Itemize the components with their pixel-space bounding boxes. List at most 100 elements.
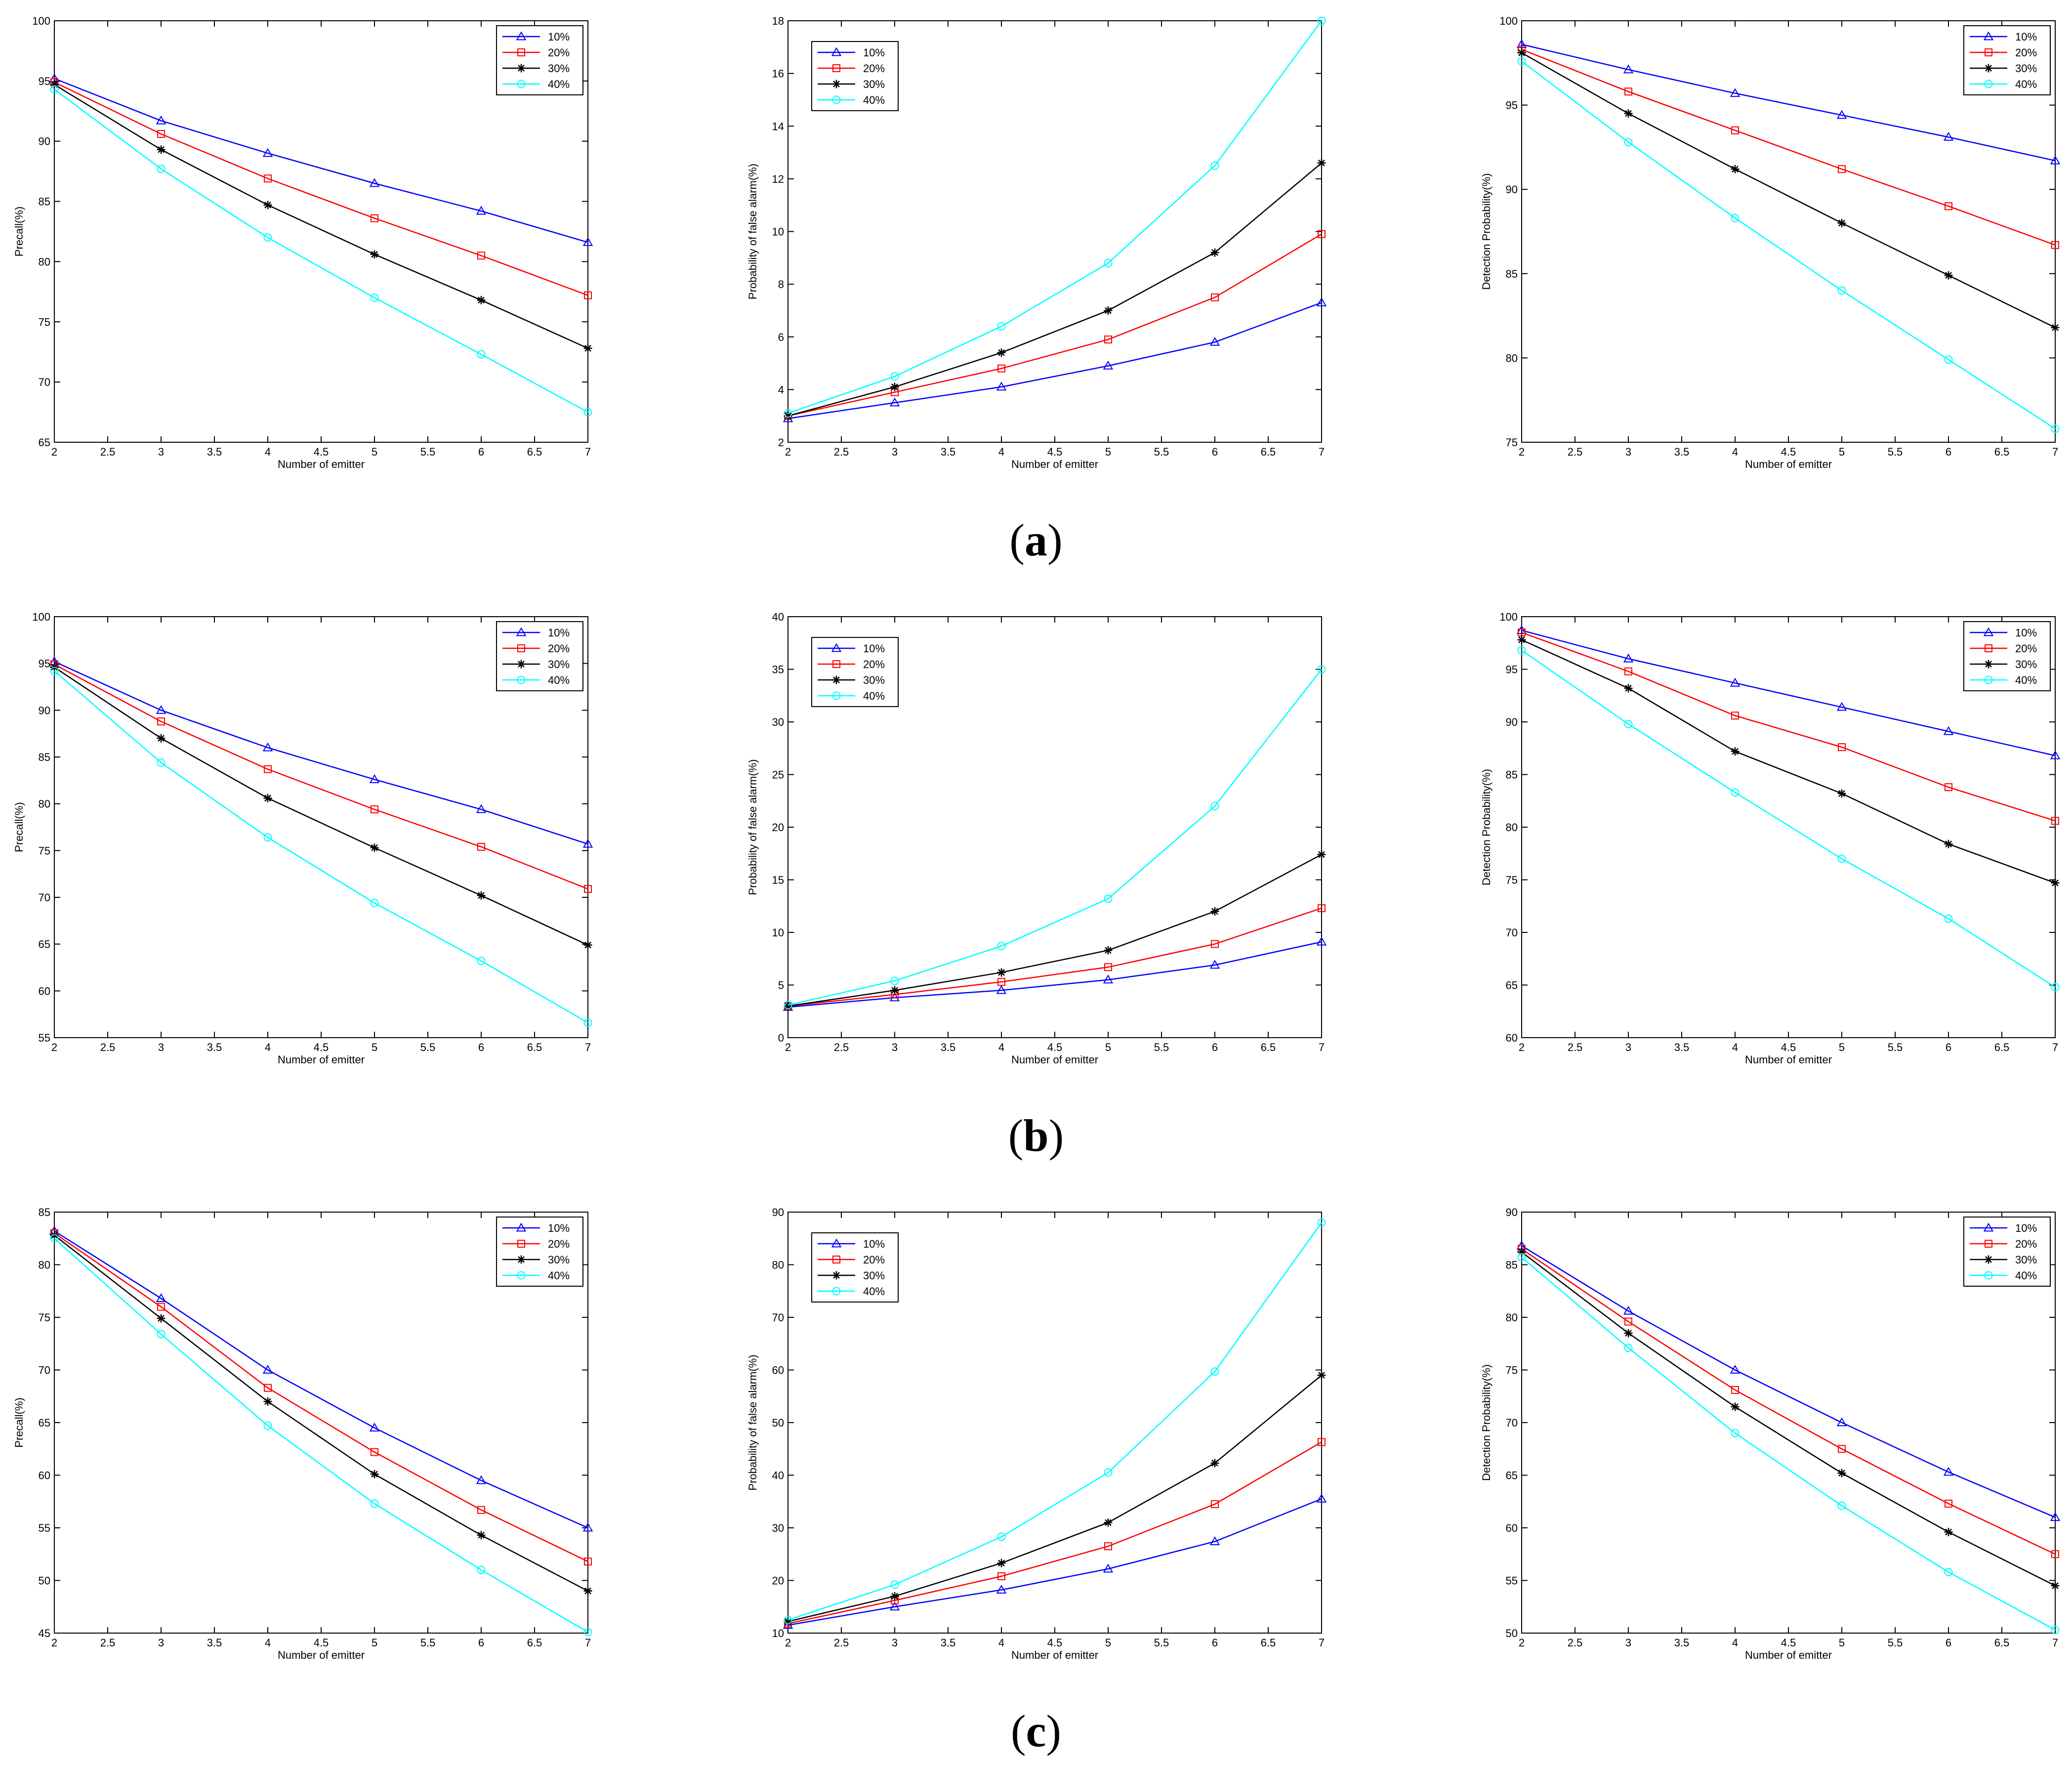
data-point: [890, 976, 899, 985]
series-line-30%: [54, 84, 588, 349]
legend-label: 40%: [2015, 674, 2037, 686]
x-tick-label: 2: [785, 446, 791, 458]
data-point: [477, 1531, 486, 1540]
data-point: [1624, 1329, 1633, 1338]
y-tick-label: 90: [39, 704, 50, 716]
data-point: [1211, 940, 1219, 948]
data-point: [1104, 894, 1113, 903]
y-tick-label: 8: [778, 278, 784, 291]
legend-marker: [832, 1271, 841, 1280]
data-point: [477, 957, 486, 966]
y-tick-label: 75: [39, 1311, 50, 1324]
y-tick-label: 100: [1499, 15, 1518, 27]
data-point: [262, 1364, 273, 1374]
data-point: [582, 237, 593, 246]
x-tick-label: 2: [51, 446, 57, 458]
x-tick-label: 4.5: [314, 446, 329, 458]
data-point: [1211, 1500, 1219, 1509]
data-point: [889, 397, 900, 407]
data-point: [1837, 789, 1846, 798]
data-point: [156, 1293, 166, 1303]
data-point: [1104, 306, 1113, 315]
x-tick-label: 3.5: [207, 446, 222, 458]
x-tick-label: 2: [51, 1041, 57, 1053]
series-line-10%: [1521, 630, 2056, 757]
x-tick-label: 5: [372, 1041, 377, 1053]
series-line-20%: [54, 82, 588, 296]
data-point: [2051, 983, 2060, 992]
legend-box: [496, 1217, 583, 1287]
y-tick-label: 75: [1506, 874, 1518, 886]
legend-label: 10%: [2015, 627, 2037, 639]
data-point: [582, 839, 593, 848]
legend-marker: [1985, 1240, 1992, 1248]
data-point: [1318, 904, 1326, 913]
series-line-40%: [1521, 60, 2056, 429]
data-point: [1944, 840, 1953, 848]
legend: 10% 20% 30% 40%: [1963, 1217, 2051, 1287]
legend: 10% 20% 30% 40%: [811, 41, 899, 111]
y-tick-label: 40: [772, 1470, 784, 1482]
data-point: [1317, 850, 1326, 859]
y-axis-label: Detection Probability(%): [1480, 769, 1492, 885]
data-point: [997, 364, 1005, 373]
y-axis-label: Precall(%): [13, 1397, 25, 1447]
y-tick-label: 65: [39, 1417, 50, 1429]
y-tick-label: 45: [39, 1627, 50, 1640]
y-tick-label: 90: [772, 1206, 784, 1219]
data-point: [1210, 907, 1219, 916]
x-tick-label: 4: [1732, 1637, 1738, 1649]
y-tick-label: 20: [772, 821, 784, 834]
x-tick-label: 5.5: [420, 1041, 436, 1053]
label-open: (: [1009, 515, 1025, 565]
y-tick-label: 85: [39, 751, 50, 763]
data-point: [583, 1628, 592, 1637]
data-point: [477, 295, 486, 304]
legend-label: 40%: [2015, 78, 2037, 90]
x-tick-label: 6.5: [1994, 1637, 2010, 1649]
series-line-40%: [787, 20, 1323, 414]
legend-marker: [832, 660, 840, 668]
y-tick-label: 95: [1506, 664, 1518, 676]
legend-marker: [517, 48, 525, 56]
data-point: [1624, 1317, 1632, 1326]
data-point: [1209, 960, 1220, 969]
y-tick-label: 85: [39, 196, 50, 208]
legend-marker: [1984, 660, 1993, 669]
x-tick-label: 5.5: [420, 446, 436, 458]
data-point: [1731, 1402, 1740, 1411]
x-tick-label: 6: [478, 1041, 484, 1053]
chart-2-1: 2 2.5 3 3.5 4 4.5 5 5.5 6 6.5 7 10 20 30 40 50 60 70 80 90 N…: [746, 1206, 1327, 1661]
x-tick-label: 2.5: [100, 1637, 116, 1649]
y-tick-label: 65: [39, 938, 50, 951]
y-tick-label: 16: [772, 68, 784, 80]
y-tick-label: 80: [1506, 1311, 1518, 1324]
legend-box: [496, 621, 583, 691]
data-point: [1945, 783, 1952, 792]
y-tick-label: 75: [39, 844, 50, 857]
y-tick-label: 14: [772, 120, 784, 132]
data-point: [1104, 258, 1113, 267]
data-point: [1516, 625, 1527, 634]
data-point: [50, 1234, 59, 1243]
series-line-30%: [54, 667, 588, 946]
series-line-10%: [54, 78, 588, 243]
data-point: [1104, 946, 1113, 955]
x-tick-label: 3: [158, 1637, 164, 1649]
data-point: [156, 705, 166, 714]
x-tick-label: 7: [2052, 446, 2058, 458]
y-tick-label: 75: [1506, 436, 1518, 449]
legend: 10% 20% 30% 40%: [811, 1232, 899, 1303]
data-point: [157, 165, 166, 173]
data-point: [264, 1384, 272, 1392]
data-point: [477, 1506, 485, 1514]
data-point: [1837, 218, 1846, 227]
data-point: [1624, 87, 1632, 96]
data-point: [1837, 1501, 1846, 1510]
y-tick-label: 70: [772, 1311, 784, 1324]
x-tick-label: 4: [998, 1041, 1004, 1053]
data-point: [477, 252, 485, 260]
x-tick-label: 4.5: [1781, 1041, 1796, 1053]
x-tick-label: 6.5: [1261, 446, 1276, 458]
y-tick-label: 60: [39, 985, 50, 997]
